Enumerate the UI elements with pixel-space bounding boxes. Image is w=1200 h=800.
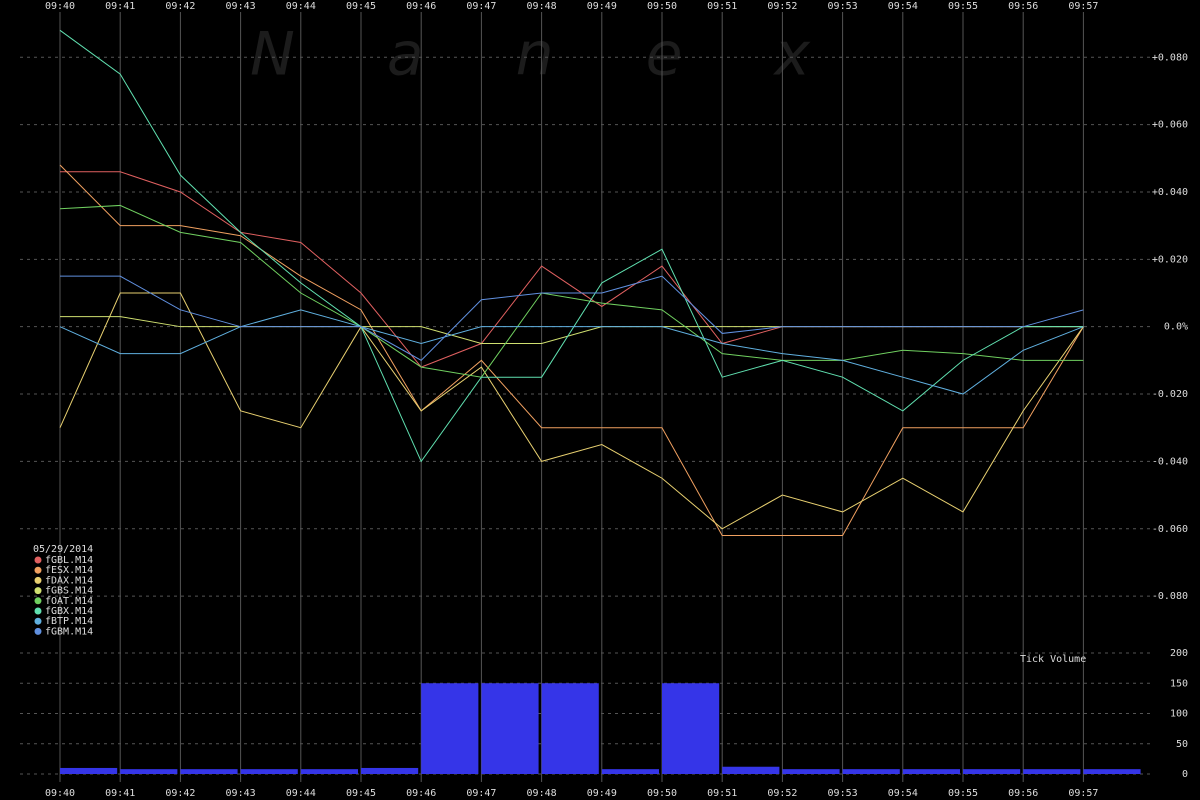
x-tick-label-bottom: 09:51 (707, 788, 737, 799)
x-tick-label-bottom: 09:47 (466, 788, 496, 799)
volume-bar (361, 767, 419, 774)
volume-title: Tick Volume (1020, 654, 1086, 665)
legend-swatch (34, 566, 42, 574)
x-tick-label-top: 09:47 (466, 1, 496, 12)
x-tick-label-top: 09:45 (346, 1, 376, 12)
legend-swatch (34, 627, 42, 635)
x-tick-label-top: 09:52 (767, 1, 797, 12)
x-tick-label-bottom: 09:41 (105, 788, 135, 799)
volume-bar (1023, 769, 1081, 774)
y-tick-label: 200 (1170, 648, 1188, 659)
y-tick-label: -0.040 (1152, 456, 1188, 467)
x-tick-label-bottom: 09:52 (767, 788, 797, 799)
x-tick-label-top: 09:43 (226, 1, 256, 12)
x-tick-label-bottom: 09:45 (346, 788, 376, 799)
x-tick-label-top: 09:48 (527, 1, 557, 12)
x-tick-label-bottom: 09:54 (888, 788, 918, 799)
volume-bar (842, 769, 900, 774)
x-tick-label-top: 09:55 (948, 1, 978, 12)
legend-label: fGBL.M14 (45, 555, 93, 566)
y-tick-label: +0.020 (1152, 254, 1188, 265)
y-tick-label: +0.080 (1152, 52, 1188, 63)
volume-bar (963, 769, 1021, 774)
volume-bar (902, 769, 960, 774)
x-tick-label-top: 09:51 (707, 1, 737, 12)
y-tick-label: 150 (1170, 678, 1188, 689)
legend-swatch (34, 587, 42, 595)
x-tick-label-bottom: 09:50 (647, 788, 677, 799)
y-tick-label: -0.060 (1152, 524, 1188, 535)
legend-swatch (34, 607, 42, 615)
legend-label: fDAX.M14 (45, 575, 93, 586)
x-tick-label-top: 09:46 (406, 1, 436, 12)
legend-swatch (34, 556, 42, 564)
x-tick-label-bottom: 09:43 (226, 788, 256, 799)
y-tick-label: +0.060 (1152, 120, 1188, 131)
legend-label: fOAT.M14 (45, 596, 93, 607)
price-line (59, 29, 1084, 463)
volume-bar (601, 769, 659, 774)
volume-bar (481, 683, 539, 774)
x-tick-label-bottom: 09:46 (406, 788, 436, 799)
volume-bar (60, 767, 118, 774)
x-tick-label-bottom: 09:44 (286, 788, 316, 799)
y-tick-label: -0.020 (1152, 389, 1188, 400)
watermark: N a n e x (250, 20, 810, 90)
y-tick-label: +0.040 (1152, 187, 1188, 198)
volume-bar (541, 683, 599, 774)
price-line (59, 204, 1084, 378)
volume-bar (421, 683, 479, 774)
x-tick-label-bottom: 09:57 (1068, 788, 1098, 799)
legend-label: fGBM.M14 (45, 626, 93, 637)
x-tick-label-top: 09:40 (45, 1, 75, 12)
y-tick-label: -0.080 (1152, 591, 1188, 602)
x-tick-label-top: 09:41 (105, 1, 135, 12)
volume-bar (782, 769, 840, 774)
legend-label: fESX.M14 (45, 565, 93, 576)
x-tick-label-bottom: 09:49 (587, 788, 617, 799)
legend-swatch (34, 576, 42, 584)
legend-label: fGBX.M14 (45, 606, 93, 617)
x-tick-label-top: 09:44 (286, 1, 316, 12)
x-tick-label-bottom: 09:40 (45, 788, 75, 799)
x-tick-label-bottom: 09:53 (828, 788, 858, 799)
x-tick-label-top: 09:57 (1068, 1, 1098, 12)
x-tick-label-bottom: 09:55 (948, 788, 978, 799)
legend-swatch (34, 597, 42, 605)
x-tick-label-top: 09:49 (587, 1, 617, 12)
x-tick-label-top: 09:50 (647, 1, 677, 12)
x-tick-label-bottom: 09:48 (527, 788, 557, 799)
volume-bar (120, 769, 178, 774)
y-tick-label: 100 (1170, 709, 1188, 720)
price-line (59, 292, 1084, 530)
legend-swatch (34, 617, 42, 625)
legend-label: fGBS.M14 (45, 586, 93, 597)
volume-bar (240, 769, 298, 774)
x-tick-label-top: 09:42 (165, 1, 195, 12)
y-tick-label: 50 (1176, 739, 1188, 750)
volume-bar (722, 766, 780, 774)
price-line (60, 275, 1084, 361)
y-tick-label: 0.0% (1164, 322, 1188, 333)
price-line (59, 164, 1084, 536)
x-tick-label-bottom: 09:42 (165, 788, 195, 799)
volume-bar (300, 769, 358, 774)
x-tick-label-top: 09:54 (888, 1, 918, 12)
legend-date: 05/29/2014 (33, 544, 93, 555)
x-tick-label-top: 09:56 (1008, 1, 1038, 12)
x-tick-label-top: 09:53 (828, 1, 858, 12)
price-line (59, 309, 1084, 395)
y-tick-label: 0 (1182, 769, 1188, 780)
volume-bar (662, 683, 720, 774)
legend-label: fBTP.M14 (45, 616, 93, 627)
x-tick-label-bottom: 09:56 (1008, 788, 1038, 799)
volume-bar (180, 769, 238, 774)
volume-bar (1083, 769, 1141, 774)
